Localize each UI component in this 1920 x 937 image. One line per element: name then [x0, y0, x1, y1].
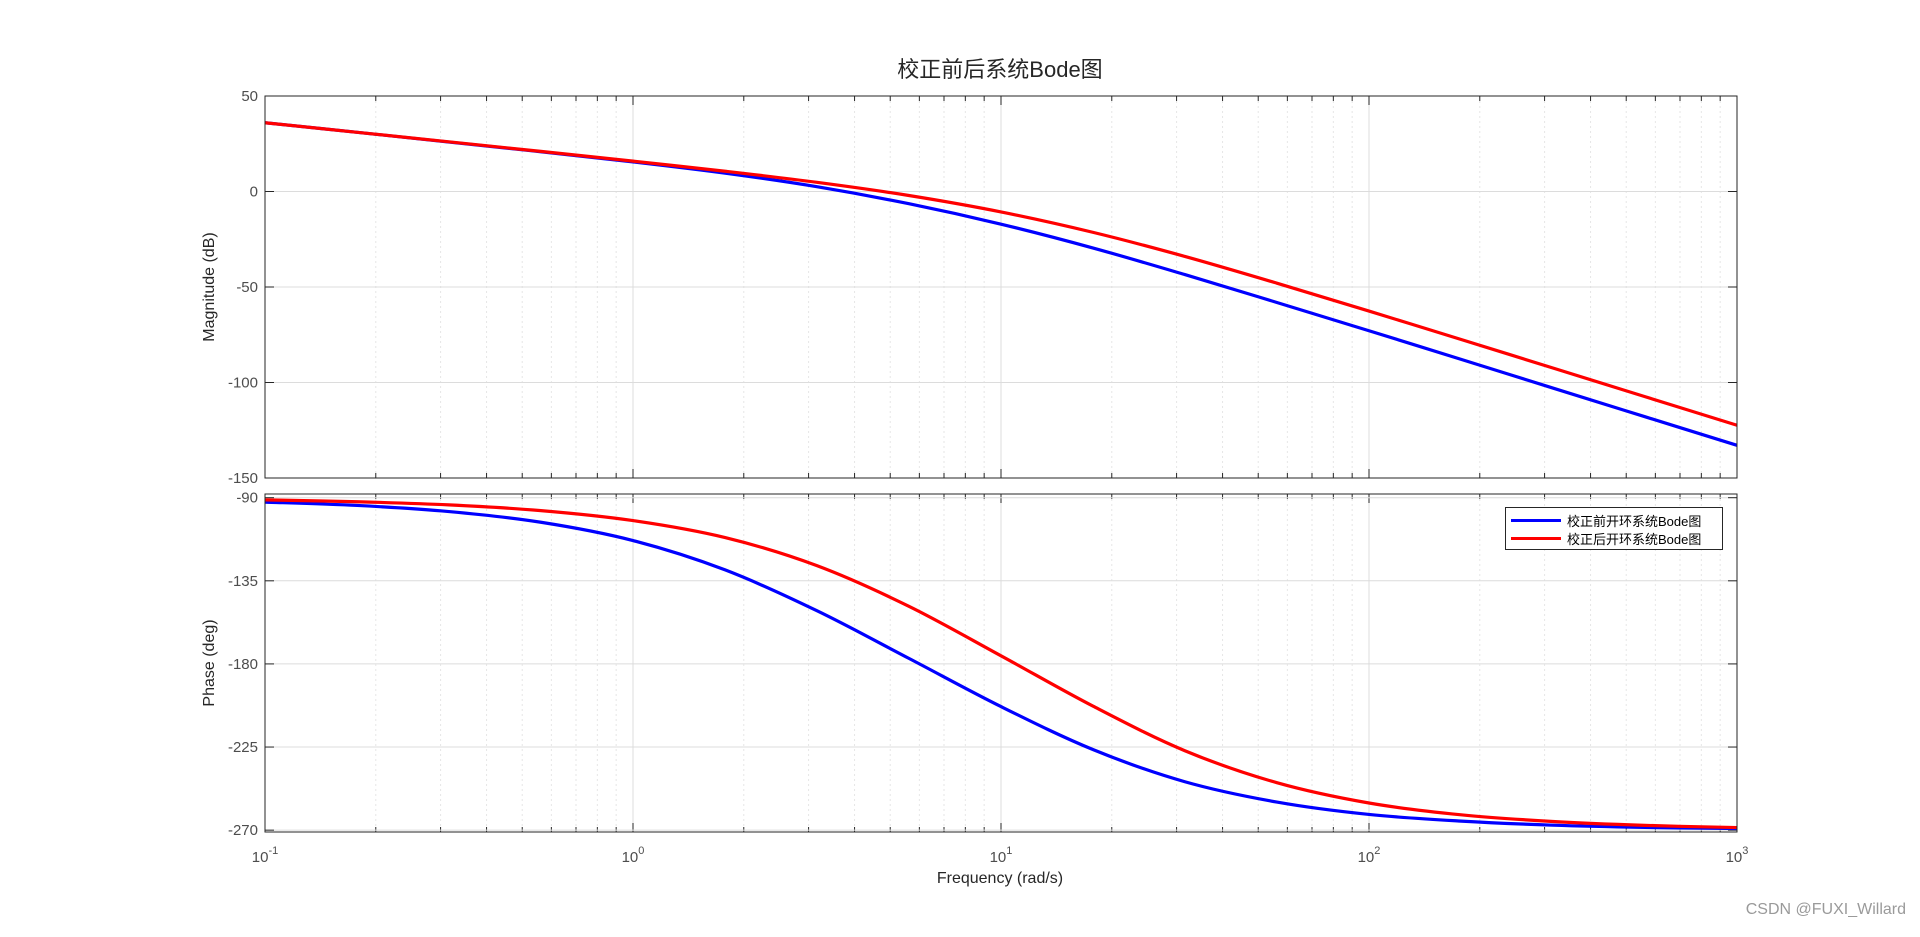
y-tick-label: -50 [236, 279, 258, 296]
y-axis-label: Phase (deg) [201, 619, 218, 706]
y-tick-label: -225 [228, 739, 258, 756]
y-tick-label: -90 [236, 490, 258, 507]
y-tick-label: -100 [228, 375, 258, 392]
x-tick-label: 10-1 [252, 845, 278, 866]
x-axis-label: Frequency (rad/s) [937, 870, 1063, 887]
y-tick-label: 0 [250, 184, 258, 201]
legend-label: 校正后开环系统Bode图 [1567, 531, 1702, 547]
legend-item-after[interactable]: 校正后开环系统Bode图 [1506, 529, 1722, 547]
series-before-line [264, 500, 1738, 831]
phase-panel: -90 -135 -180 -225 -270 Phase (deg) [201, 490, 1738, 839]
magnitude-panel: 50 0 -50 -100 -150 Magnitude (dB) [201, 88, 1738, 487]
legend-swatch-blue [1511, 518, 1561, 522]
chart-title: 校正前后系统Bode图 [897, 57, 1102, 82]
series-after-line [264, 121, 1738, 427]
series-after-line [264, 498, 1738, 830]
axes-box [264, 493, 1738, 833]
x-tick-label: 101 [990, 845, 1013, 866]
x-tick-label: 100 [622, 845, 645, 866]
legend-label: 校正前开环系统Bode图 [1567, 513, 1702, 529]
y-tick-label: -150 [228, 470, 258, 487]
y-axis-label: Magnitude (dB) [201, 232, 218, 341]
x-tick-label: 103 [1726, 845, 1749, 866]
y-tick-label: -135 [228, 573, 258, 590]
legend-item-before[interactable]: 校正前开环系统Bode图 [1506, 511, 1722, 529]
watermark: CSDN @FUXI_Willard [1745, 901, 1906, 918]
axes-box [264, 95, 1738, 479]
legend[interactable]: 校正前开环系统Bode图 校正后开环系统Bode图 [1505, 507, 1723, 550]
y-tick-label: 50 [241, 88, 258, 105]
y-tick-label: -270 [228, 822, 258, 839]
legend-swatch-red [1511, 536, 1561, 540]
x-tick-label: 102 [1358, 845, 1381, 866]
y-tick-label: -180 [228, 656, 258, 673]
